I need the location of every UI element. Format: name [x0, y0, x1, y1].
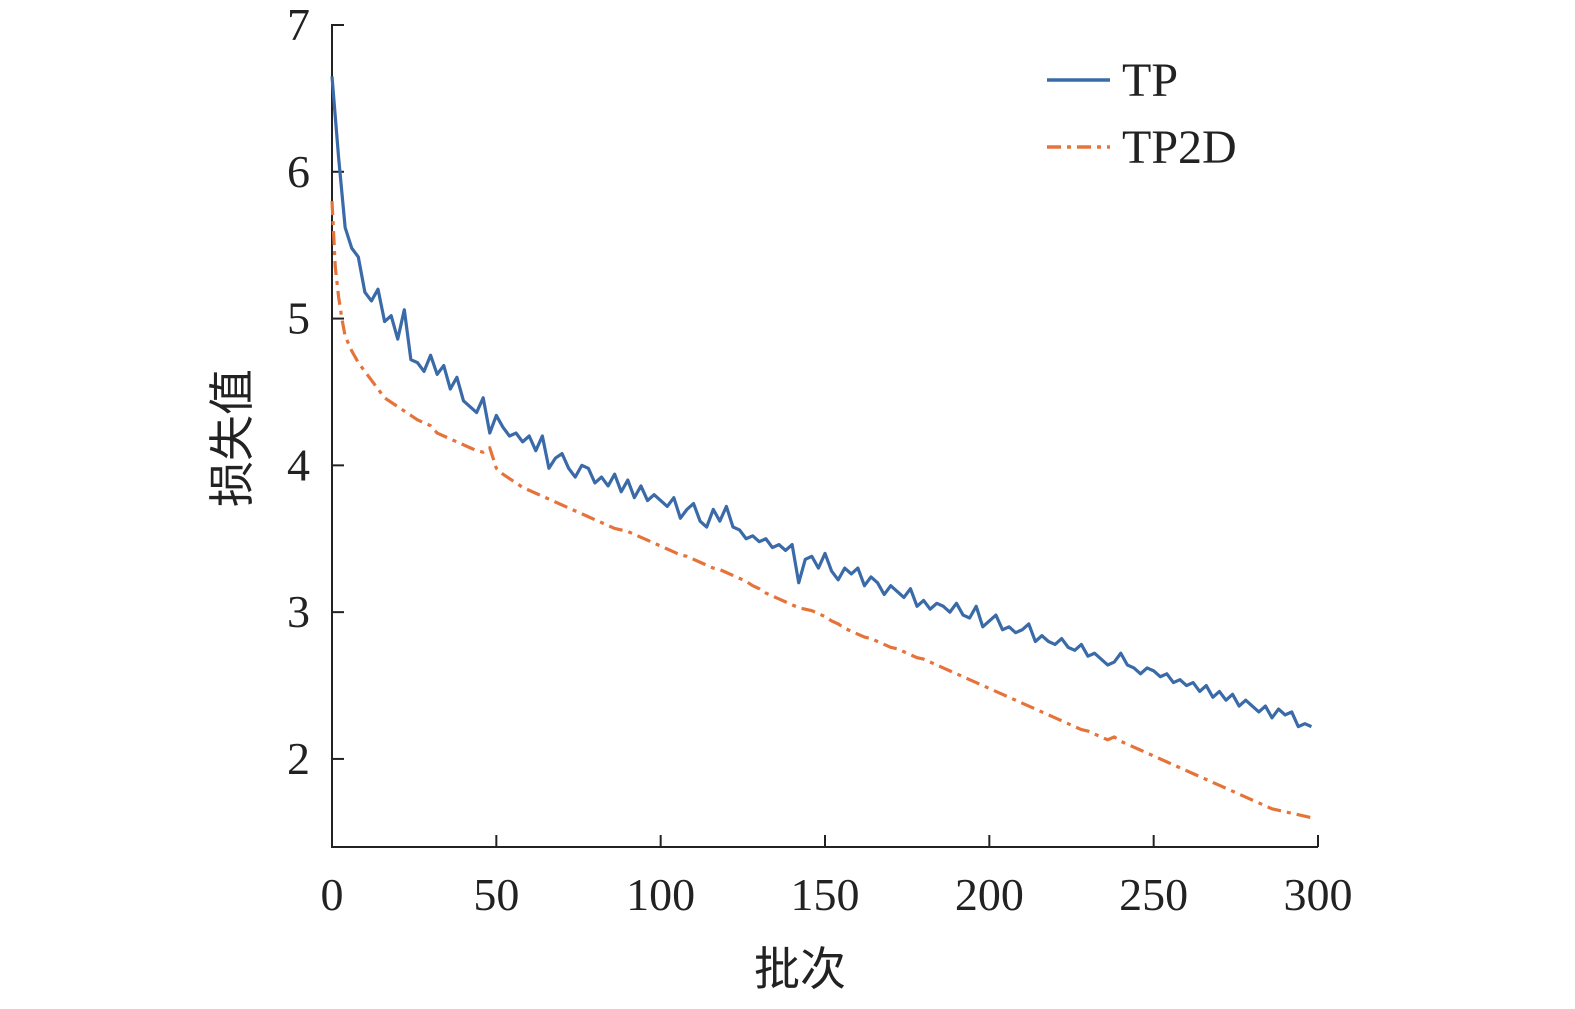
y-tick-label: 4	[287, 439, 310, 490]
y-tick-label: 6	[287, 146, 310, 197]
legend: TP TP2D	[1047, 54, 1237, 174]
y-tick-label: 2	[287, 733, 310, 784]
x-tick-label: 100	[626, 869, 695, 920]
x-tick-label: 300	[1284, 869, 1353, 920]
series-line-tp2d	[330, 201, 1312, 820]
x-tick-label: 0	[321, 869, 344, 920]
series-line-tp	[330, 76, 1313, 729]
y-tick-label: 5	[287, 293, 310, 344]
axes: 2 3 4 5 6 7 0 50 100 150 200 250 300	[287, 0, 1353, 920]
y-axis-label: 损失值	[207, 369, 258, 507]
y-tick-label: 3	[287, 586, 310, 637]
series-lines	[330, 76, 1313, 820]
x-tick-label: 150	[791, 869, 860, 920]
x-tick-label: 200	[955, 869, 1024, 920]
x-tick-label: 50	[473, 869, 519, 920]
y-tick-label: 7	[287, 0, 310, 50]
x-tick-label: 250	[1119, 869, 1188, 920]
legend-label-tp: TP	[1122, 54, 1178, 107]
x-axis-label: 批次	[754, 944, 846, 995]
legend-label-tp2d: TP2D	[1122, 121, 1237, 174]
